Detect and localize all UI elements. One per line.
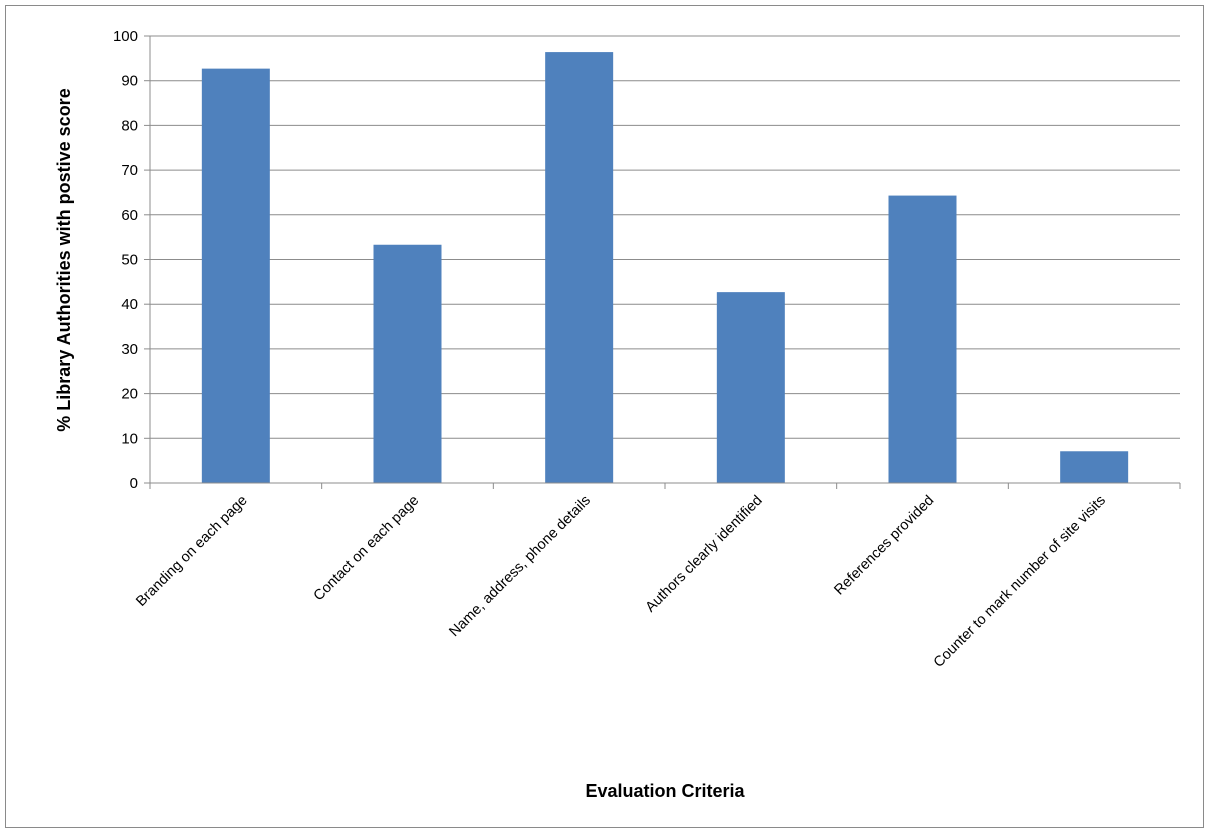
bar [1060,451,1129,483]
y-tick-labels: 0 10 20 30 40 50 60 70 80 90 100 [113,28,138,492]
axes [149,36,1180,484]
x-tick-label: References provided [831,493,937,599]
bar [373,244,442,483]
y-tick-label: 40 [121,296,138,313]
x-tick-labels: Branding on each page Contact on each pag… [133,493,1109,671]
x-tick-label: Authors clearly identified [643,493,766,616]
y-tick-label: 90 [121,73,138,90]
y-tick-label: 80 [121,117,138,134]
x-tick-label: Name, address, phone details [446,493,594,641]
bar [201,68,270,484]
bar [888,195,957,484]
y-tick-label: 10 [121,430,138,447]
x-axis-title: Evaluation Criteria [585,781,745,801]
y-axis-title: % Library Authorities with postive score [54,88,74,431]
bars [201,52,1129,484]
y-tick-label: 30 [121,341,138,358]
bar [545,52,614,483]
y-tick-label: 100 [113,28,138,45]
y-tick-label: 0 [130,475,138,492]
gridlines [144,35,1181,489]
bar [716,292,785,483]
y-tick-label: 20 [121,386,138,403]
y-tick-label: 50 [121,252,138,269]
x-tick-label: Branding on each page [133,493,250,610]
y-tick-label: 60 [121,207,138,224]
x-tick-label: Counter to mark number of site visits [931,493,1109,671]
x-tick-label: Contact on each page [311,493,423,605]
y-tick-label: 70 [121,162,138,179]
